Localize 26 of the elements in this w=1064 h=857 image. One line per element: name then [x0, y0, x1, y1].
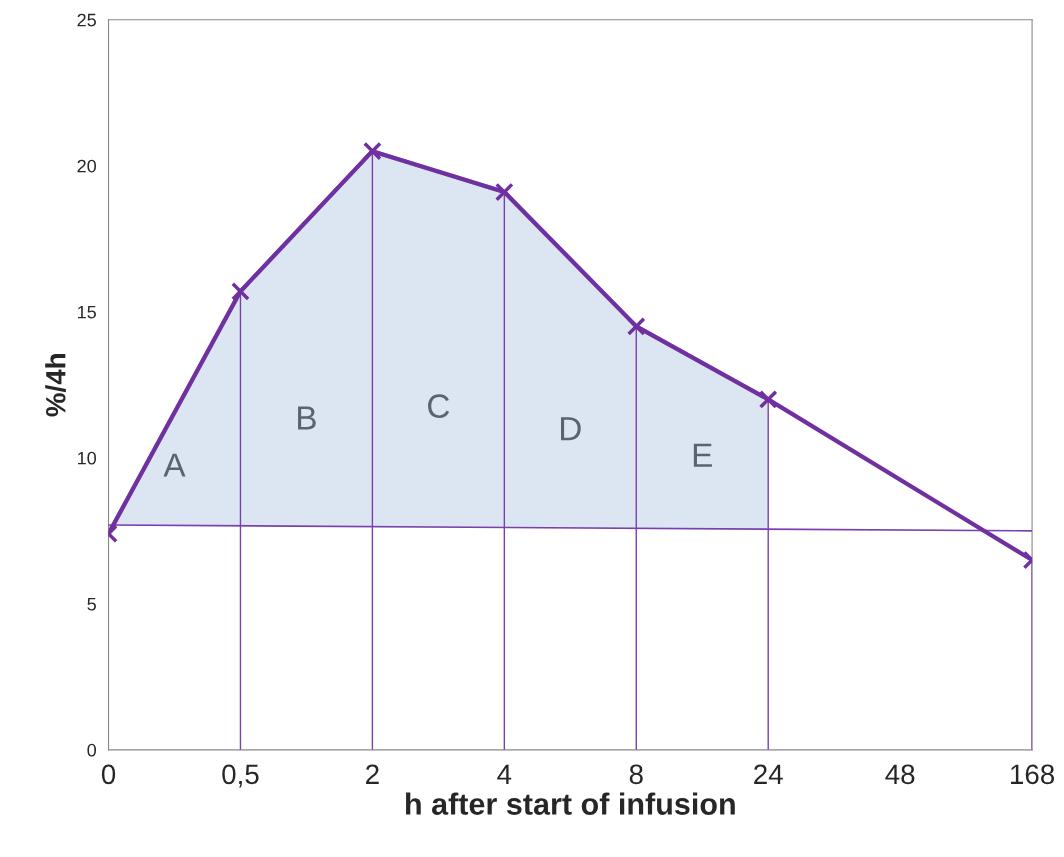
point: [231, 281, 250, 301]
x-tick-label: 4: [497, 764, 512, 784]
y-tick-label: 25: [77, 13, 96, 27]
annotation: C: [428, 394, 450, 418]
x-tick-label: 168: [1011, 764, 1055, 785]
point: [494, 182, 514, 202]
y-tick-label: 10: [78, 451, 97, 465]
y-axis-title: %/4h: [45, 354, 66, 417]
x-tick-label: 48: [885, 764, 915, 785]
y-tick-label: 20: [77, 159, 97, 173]
point: [758, 390, 778, 409]
annotation: D: [561, 417, 581, 441]
x-tick-label: 0: [101, 764, 116, 785]
x-axis-title: h after start of infusion: [406, 792, 735, 815]
x-tick-label: 0,5: [222, 764, 259, 788]
y-tick-label: 15: [78, 305, 96, 319]
x-tick-label: 2: [366, 764, 379, 784]
y-tick-label: 0: [87, 743, 97, 757]
annotation: E: [693, 443, 712, 467]
point: [626, 317, 646, 336]
y-tick-label: 5: [87, 597, 96, 611]
annotation: B: [298, 406, 316, 430]
annotation: A: [163, 453, 186, 477]
x-tick-label: 24: [754, 764, 783, 784]
x-tick-label: 8: [629, 764, 643, 785]
point: [363, 141, 382, 161]
